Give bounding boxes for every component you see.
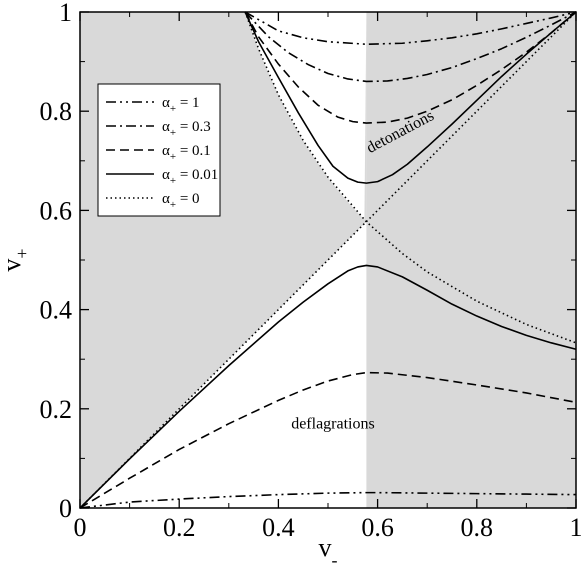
legend-symbol: α [162,95,170,111]
y-tick-label: 0.4 [40,296,73,325]
series-line-alpha-0_3-detonation [244,11,577,83]
legend-value: = 0.1 [176,143,211,159]
x-tick-label: 0.4 [262,513,295,542]
legend-entry-label: α+ = 0.1 [162,143,211,163]
y-axis-label-main: v [0,259,26,272]
y-axis-label: v+ [0,248,32,271]
series-line-alpha-0_1-detonation [244,11,577,124]
x-tick-label: 0.6 [361,513,394,542]
legend-value: = 0 [176,191,199,207]
legend-subscript: + [170,127,176,139]
y-tick-label: 1 [59,0,72,27]
legend-symbol: α [162,191,170,207]
legend-subscript: + [170,103,176,115]
series-line-alpha-0_01-deflagration [79,264,577,509]
series-line-alpha-0_1-deflagration [79,371,577,509]
x-tick-label: 0.2 [163,513,196,542]
y-axis-label-sub: + [12,248,32,258]
legend-entry-label: α+ = 0.3 [162,119,211,139]
legend-subscript: + [170,175,176,187]
legend-entry-label: α+ = 0.01 [162,167,218,187]
legend-value: = 0.01 [176,167,218,183]
legend-subscript: + [170,151,176,163]
series-line-alpha-1-deflagration [79,491,577,509]
legend-symbol: α [162,143,170,159]
series-line-alpha-1-detonation [244,11,577,46]
y-tick-label: 0.8 [40,97,73,126]
x-tick-label: 0.8 [461,513,494,542]
shaded-regions [80,12,576,508]
series-line-alpha-0_01-detonation [244,11,577,184]
legend-box [97,83,221,217]
legend-entry-label: α+ = 0 [162,191,200,211]
x-tick-label: 0 [74,513,87,542]
legend: α+ = 1α+ = 0.3α+ = 0.1α+ = 0.01α+ = 0 [97,83,221,217]
legend-symbol: α [162,119,170,135]
legend-value: = 1 [176,95,199,111]
series-layer [79,11,577,509]
y-tick-label: 0 [59,494,72,523]
annotation-deflagrations: deflagrations [291,416,375,433]
x-axis-label-main: v [319,533,332,562]
y-tick-label: 0.6 [40,196,73,225]
legend-value: = 0.3 [176,119,211,135]
x-tick-label: 1 [570,513,583,542]
series-line-alpha-0-yx [244,11,577,344]
legend-entry-label: α+ = 1 [162,95,200,115]
shaded-region-1 [366,12,576,508]
tick-labels: 00 0.2 0.2 0.4 0.4 0.6 0.6 0.8 0.8 1 1 [40,0,583,542]
ticks [79,11,577,509]
legend-symbol: α [162,167,170,183]
x-axis-label-sub: - [332,550,338,568]
detonation-region-fill [245,12,367,220]
x-axis-label: v- [319,533,338,568]
y-tick-label: 0.2 [40,395,73,424]
legend-subscript: + [170,199,176,211]
